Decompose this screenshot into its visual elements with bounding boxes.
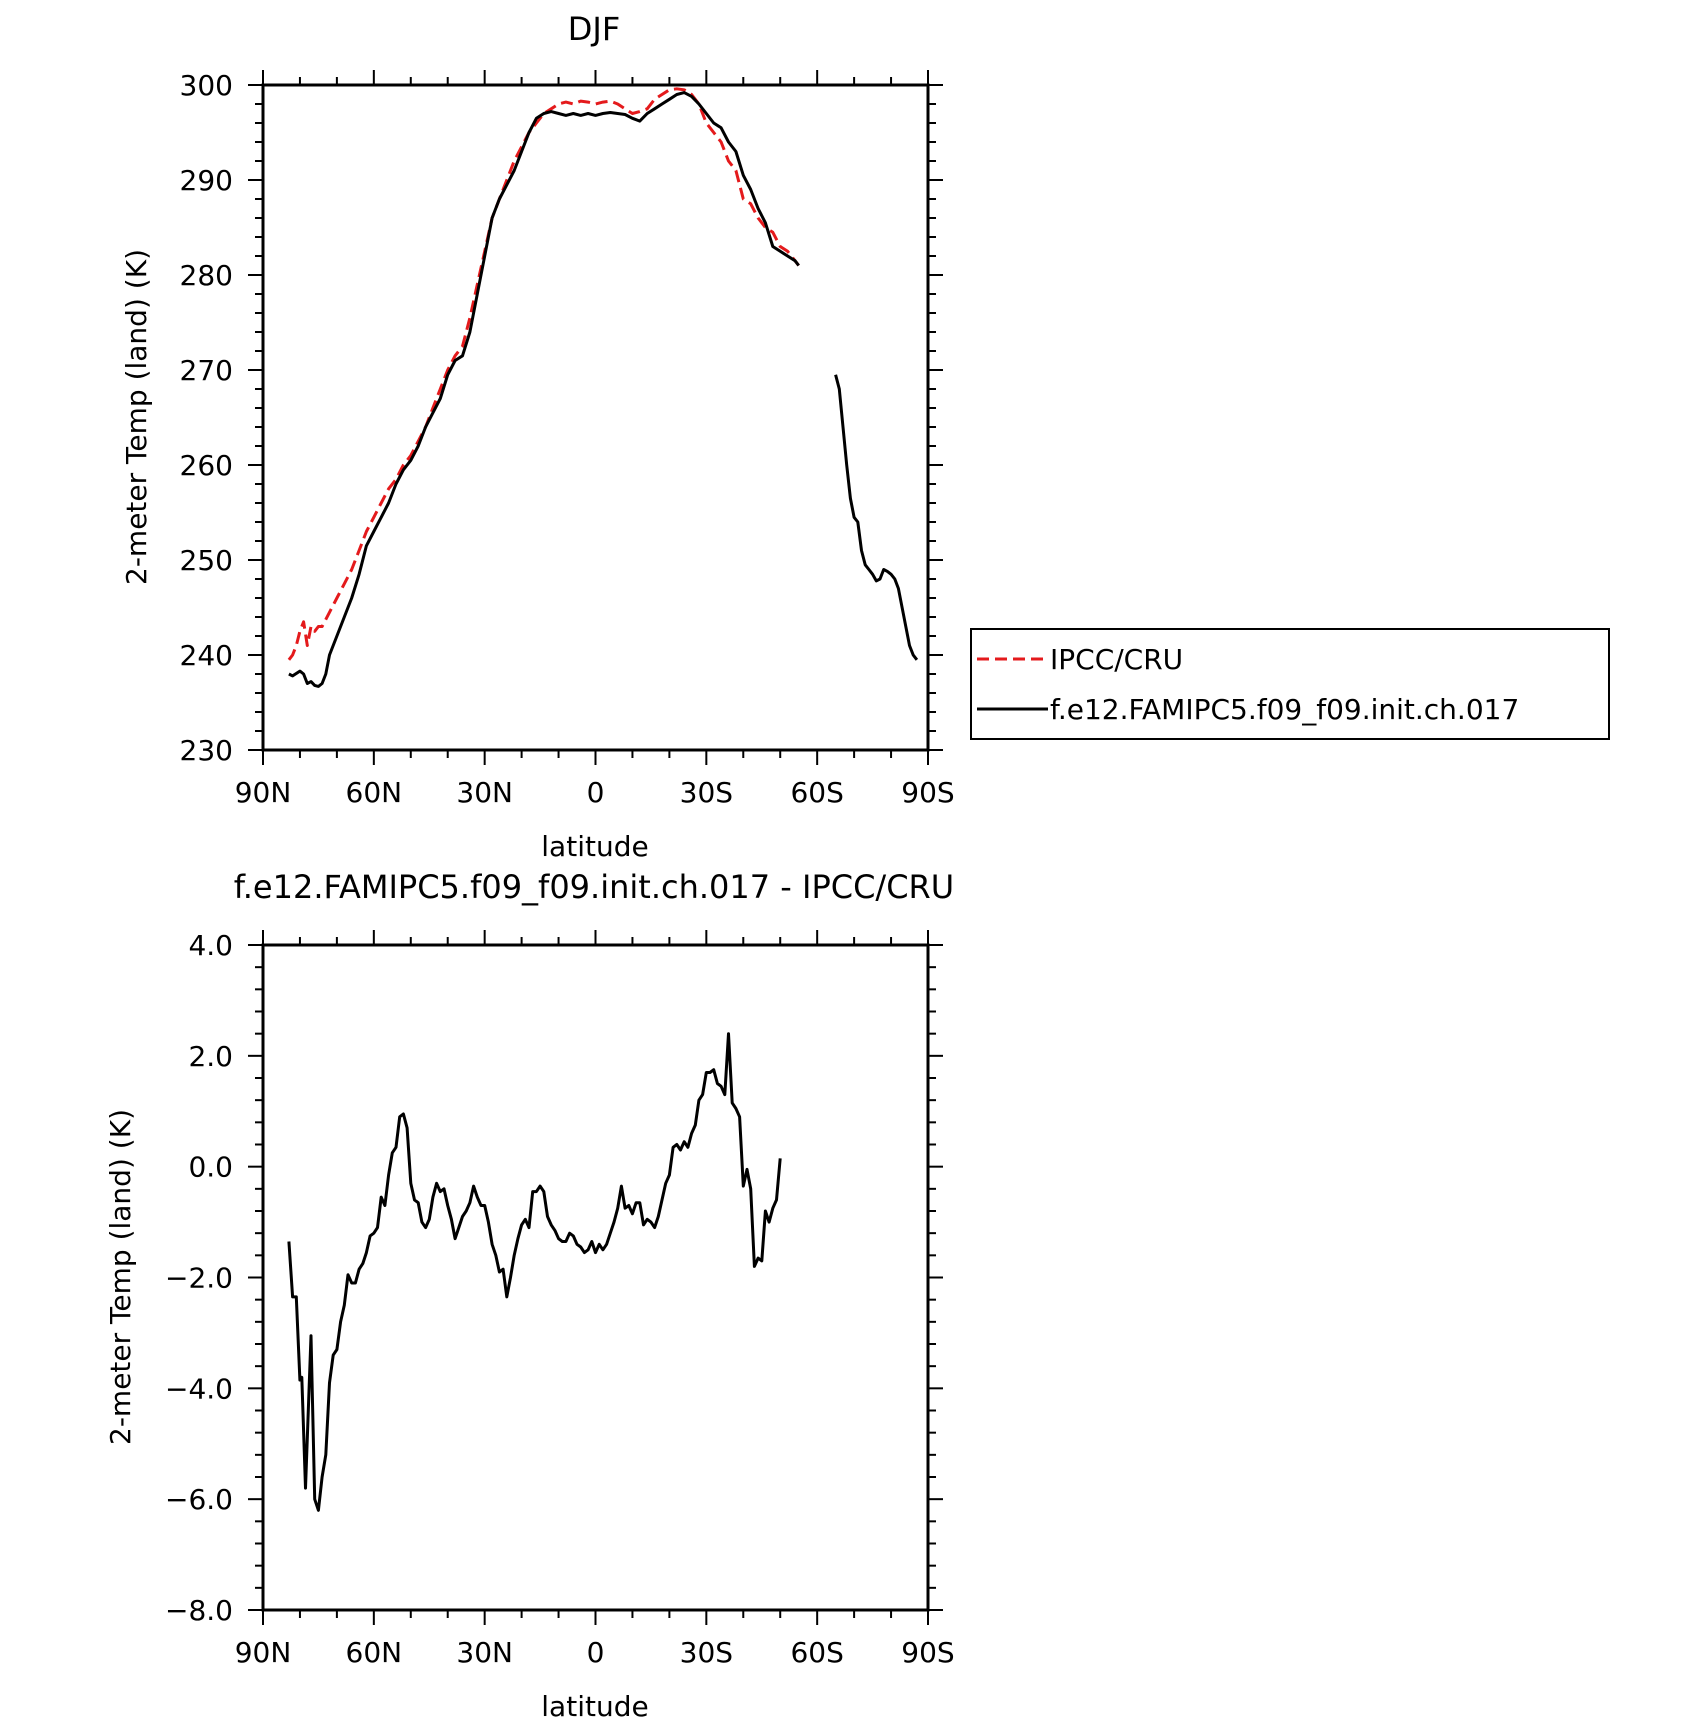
x-tick-label: 30S [680,1636,733,1669]
y-tick-label: 300 [180,69,233,102]
y-tick-label: 250 [180,544,233,577]
x-tick-label: 90N [235,776,292,809]
top-panel-xlabel: latitude [541,830,648,863]
x-tick-label: 30N [456,776,513,809]
y-tick-label: 290 [180,164,233,197]
y-tick-label: 0.0 [188,1151,233,1184]
top-panel-frame [261,83,930,752]
y-tick-label: −6.0 [165,1483,233,1516]
y-tick-label: 2.0 [188,1040,233,1073]
y-tick-label: −2.0 [165,1262,233,1295]
x-tick-label: 90N [235,1636,292,1669]
y-tick-label: −4.0 [165,1372,233,1405]
top-panel-ticks: 90N 60N 30N 0 30S 60S 90S 230 240 250 260 270 280 290… [180,69,955,809]
x-tick-label: 0 [587,776,605,809]
series-line-1 [834,374,919,661]
x-tick-label: 60N [346,776,403,809]
series-line-0 [287,1032,782,1512]
y-tick-label: 260 [180,449,233,482]
x-tick-label: 60S [790,1636,843,1669]
bottom-panel-ticks: 90N 60N 30N 0 30S 60S 90S −8.0 −6.0 −4.0 −2.0 0.0 2.… [165,929,955,1669]
bottom-panel: f.e12.FAMIPC5.f09_f09.init.ch.017 - IPCC… [104,868,955,1719]
top-panel-series [287,87,919,688]
bottom-panel-frame [261,943,930,1612]
series-line-1 [288,91,800,688]
bottom-panel-ylabel: 2-meter Temp (land) (K) [104,1109,137,1445]
bottom-panel-series [287,1032,782,1512]
x-tick-label: 30N [456,1636,513,1669]
x-tick-label: 90S [901,1636,954,1669]
x-tick-label: 60S [790,776,843,809]
legend-label-model: f.e12.FAMIPC5.f09_f09.init.ch.017 [1050,693,1519,726]
y-tick-label: 230 [180,734,233,767]
bottom-panel-xlabel: latitude [541,1690,648,1719]
bottom-panel-title: f.e12.FAMIPC5.f09_f09.init.ch.017 - IPCC… [234,868,954,906]
x-tick-label: 90S [901,776,954,809]
y-tick-label: 270 [180,354,233,387]
legend-label-cru: IPCC/CRU [1050,643,1183,676]
top-panel: DJF 90N 60N 30N 0 30S 60S 90S 230 240 250 260 270 28… [120,10,1610,863]
legend: IPCC/CRU f.e12.FAMIPC5.f09_f09.init.ch.0… [970,628,1610,740]
series-line-0 [287,87,800,661]
y-tick-label: 280 [180,259,233,292]
y-tick-label: −8.0 [165,1594,233,1627]
x-tick-label: 0 [587,1636,605,1669]
x-tick-label: 60N [346,1636,403,1669]
top-panel-title: DJF [568,10,620,48]
legend-box [970,628,1610,740]
top-panel-ylabel: 2-meter Temp (land) (K) [120,249,153,585]
y-tick-label: 240 [180,639,233,672]
x-tick-label: 30S [680,776,733,809]
y-tick-label: 4.0 [188,929,233,962]
